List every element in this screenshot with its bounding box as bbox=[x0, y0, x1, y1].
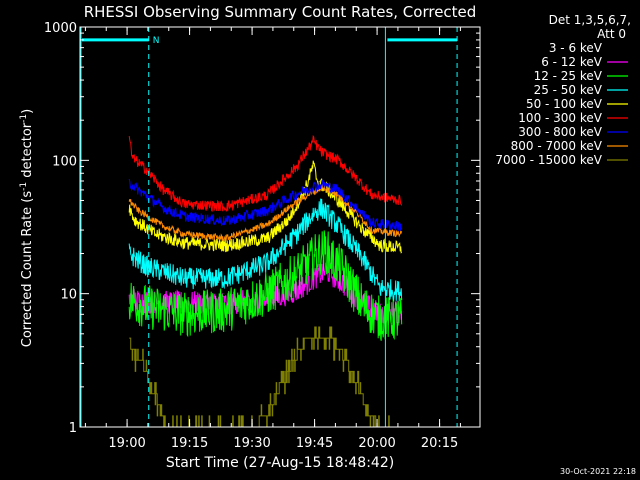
x-tick-label-2: 19:15 bbox=[171, 436, 208, 451]
series-50-100-keV-line bbox=[128, 160, 403, 254]
flags-layer: N bbox=[80, 27, 458, 427]
legend-entry-2: 6 - 12 keV bbox=[541, 55, 628, 69]
legend-label: 50 - 100 keV bbox=[526, 97, 603, 111]
y-label-sup1: -1 bbox=[19, 182, 29, 191]
y-tick-label-3: 100 bbox=[52, 154, 77, 169]
legend-entry-4: 25 - 50 keV bbox=[534, 83, 628, 97]
x-tick-label-1: 19:00 bbox=[108, 436, 145, 451]
series-7000-15000-keV-line bbox=[129, 326, 402, 428]
legend-label: 7000 - 15000 keV bbox=[495, 153, 602, 167]
y-label-end: ) bbox=[20, 109, 35, 114]
y-label-main: Corrected Count Rate (s bbox=[20, 191, 35, 348]
chart-title: RHESSI Observing Summary Count Rates, Co… bbox=[84, 3, 477, 21]
series-100-300-keV-line bbox=[128, 134, 403, 212]
ticks-layer: 19:00 19:15 19:30 19:45 20:00 20:15 1 10 100 1000 bbox=[44, 21, 480, 451]
legend-entry-7: 300 - 800 keV bbox=[518, 125, 628, 139]
legend-label: 25 - 50 keV bbox=[534, 83, 603, 97]
series-12-25-keV-line bbox=[128, 230, 403, 341]
x-axis-label: Start Time (27-Aug-15 18:48:42) bbox=[166, 455, 394, 471]
series-layer bbox=[128, 134, 403, 428]
legend-entry-6: 100 - 300 keV bbox=[518, 111, 628, 125]
legend-label: 300 - 800 keV bbox=[518, 125, 602, 139]
legend-header-line-2: Att 0 bbox=[597, 27, 626, 41]
legend-label: 100 - 300 keV bbox=[518, 111, 602, 125]
plot-frame bbox=[79, 26, 481, 428]
series-300-800-keV-line bbox=[128, 178, 403, 232]
legend-label: 12 - 25 keV bbox=[534, 69, 603, 83]
y-axis-label: Corrected Count Rate (s-1 detector-1) bbox=[19, 109, 35, 347]
legend-entry-9: 7000 - 15000 keV bbox=[495, 153, 628, 167]
legend-label: 800 - 7000 keV bbox=[511, 139, 603, 153]
y-tick-label-1: 1 bbox=[69, 421, 77, 436]
y-label-sup2: -1 bbox=[19, 114, 29, 123]
y-tick-label-4: 1000 bbox=[44, 21, 77, 36]
legend-entry-8: 800 - 7000 keV bbox=[511, 139, 628, 153]
x-tick-label-5: 20:00 bbox=[358, 436, 395, 451]
series-800-7000-keV-line bbox=[128, 184, 403, 242]
series-25-50-keV-line bbox=[128, 198, 403, 302]
legend-entry-3: 12 - 25 keV bbox=[534, 69, 628, 83]
footer-timestamp: 30-Oct-2021 22:18 bbox=[560, 467, 636, 476]
legend-label: 3 - 6 keV bbox=[549, 41, 603, 55]
y-label-mid: detector bbox=[20, 122, 35, 182]
legend-entry-1: 3 - 6 keV bbox=[549, 41, 628, 55]
x-tick-label-4: 19:45 bbox=[296, 436, 333, 451]
legend-label: 6 - 12 keV bbox=[541, 55, 603, 69]
legend-entry-5: 50 - 100 keV bbox=[526, 97, 628, 111]
night-flag-label: N bbox=[153, 36, 160, 46]
x-tick-label-3: 19:30 bbox=[233, 436, 270, 451]
x-tick-label-6: 20:15 bbox=[421, 436, 458, 451]
legend-header-line-1: Det 1,3,5,6,7, bbox=[549, 13, 631, 27]
y-tick-label-2: 10 bbox=[60, 288, 77, 303]
